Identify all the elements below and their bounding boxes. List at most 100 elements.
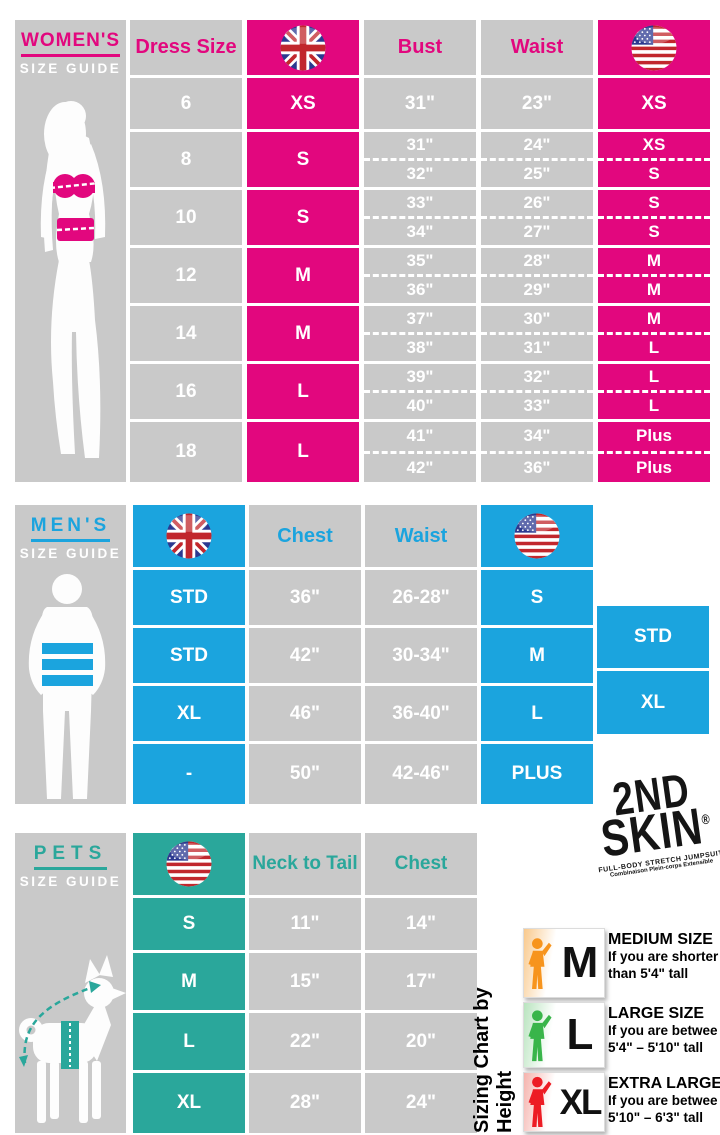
height-card-medium: M — [523, 928, 605, 998]
extra-large-figure-box — [524, 1073, 556, 1131]
us-size-value: M — [598, 274, 710, 303]
waist-cell: 26-28" — [365, 570, 477, 625]
bust-value: 32" — [364, 158, 476, 187]
us-size-cell: PLUS — [481, 744, 593, 804]
us-size-cell: XS — [598, 78, 710, 129]
bust-cell: 31" 32" — [364, 132, 476, 187]
waist-cell: 36-40" — [365, 686, 477, 741]
large-figure-box — [524, 1003, 556, 1067]
waist-cell: 30-34" — [365, 628, 477, 683]
uk-flag-icon — [166, 513, 212, 559]
waist-value: 30" — [523, 309, 551, 328]
us-size-value: Plus — [598, 450, 710, 483]
waist-value: 25" — [481, 158, 593, 187]
size-letter: M — [561, 938, 599, 987]
person-figure-icon — [528, 938, 552, 990]
size-line: If you are betwee — [608, 1093, 718, 1108]
pets-us-flag-cell — [133, 833, 245, 895]
chest-cell: 20" — [365, 1013, 477, 1070]
us-size-value: L — [598, 332, 710, 361]
size-line: 5'4" – 5'10" tall — [608, 1039, 704, 1055]
dress-size-cell: 16 — [130, 364, 242, 419]
waist-value: 33" — [481, 390, 593, 419]
uk-size-cell: L — [247, 422, 359, 482]
pets-sidebar-header: PETS SIZE GUIDE — [15, 833, 126, 889]
bust-cell: 31" — [364, 78, 476, 129]
us-size-cell: XS S — [598, 132, 710, 187]
size-letter: L — [566, 1010, 594, 1059]
size-line: 5'10" – 6'3" tall — [608, 1109, 704, 1125]
uk-flag-icon — [280, 25, 326, 70]
chest-cell: 46" — [249, 686, 361, 741]
size-title: LARGE SIZE — [608, 1005, 705, 1022]
men-uk-flag-cell — [133, 505, 245, 567]
bust-cell: 41" 42" — [364, 422, 476, 482]
chest-cell: 17" — [365, 953, 477, 1010]
bust-cell: 35" 36" — [364, 248, 476, 303]
bust-cell: 37" 38" — [364, 306, 476, 361]
size-line: If you are betwee — [608, 1023, 718, 1038]
us-size-value: S — [648, 193, 660, 212]
us-size-cell: L L — [598, 364, 710, 419]
chest-cell: 36" — [249, 570, 361, 625]
us-size-value: M — [646, 251, 662, 270]
us-size-cell: M M — [598, 248, 710, 303]
size-line: than 5'4" tall — [608, 965, 689, 981]
men-title: MEN'S — [30, 515, 111, 542]
waist-cell: 34" 36" — [481, 422, 593, 482]
uk-size-cell: STD — [133, 570, 245, 625]
uk-size-cell: XS — [247, 78, 359, 129]
men-chest-header: Chest — [249, 505, 361, 567]
us-size-value: S — [598, 216, 710, 245]
us-size-cell: S — [481, 570, 593, 625]
dress-size-cell: 18 — [130, 422, 242, 482]
waist-value: 31" — [481, 332, 593, 361]
men-side-std-cell: STD — [597, 606, 709, 668]
women-sidebar-header: WOMEN'S SIZE GUIDE — [15, 20, 126, 76]
waist-value: 36" — [481, 450, 593, 483]
men-us-flag-cell — [481, 505, 593, 567]
medium-size-text: MEDIUM SIZE If you are shorter than 5'4"… — [608, 931, 720, 983]
us-size-cell: S — [133, 898, 245, 950]
us-flag-icon — [631, 25, 677, 70]
us-size-value: M — [646, 309, 662, 328]
waist-cell: 30" 31" — [481, 306, 593, 361]
bust-value: 39" — [406, 367, 434, 386]
extra-large-size-text: EXTRA LARGE If you are betwee 5'10" – 6'… — [608, 1075, 720, 1127]
uk-size-cell: M — [247, 306, 359, 361]
dog-silhouette — [19, 955, 126, 1123]
size-line: If you are shorter — [608, 949, 719, 964]
pets-title: PETS — [33, 843, 108, 870]
uk-size-cell: L — [247, 364, 359, 419]
women-dress-size-header: Dress Size — [130, 20, 242, 75]
us-size-cell: Plus Plus — [598, 422, 710, 482]
waist-cell: 26" 27" — [481, 190, 593, 245]
2nd-skin-logo: 2ND SKIN® FULL-BODY STRETCH JUMPSUIT Com… — [582, 764, 720, 881]
women-title: WOMEN'S — [20, 30, 121, 57]
waist-value: 32" — [523, 367, 551, 386]
dress-size-cell: 14 — [130, 306, 242, 361]
waist-cell: 28" 29" — [481, 248, 593, 303]
dress-size-cell: 10 — [130, 190, 242, 245]
waist-value: 24" — [523, 135, 551, 154]
us-size-cell: M L — [598, 306, 710, 361]
chest-cell: 14" — [365, 898, 477, 950]
us-size-cell: M — [481, 628, 593, 683]
us-size-cell: L — [481, 686, 593, 741]
height-card-large: L — [523, 1002, 605, 1068]
size-title: EXTRA LARGE — [608, 1075, 720, 1092]
us-size-value: L — [598, 390, 710, 419]
uk-size-cell: XL — [133, 686, 245, 741]
women-uk-flag-cell — [247, 20, 359, 75]
waist-cell: 23" — [481, 78, 593, 129]
bust-value: 41" — [406, 426, 434, 446]
waist-cell: 32" 33" — [481, 364, 593, 419]
chest-cell: 42" — [249, 628, 361, 683]
waist-value: 29" — [481, 274, 593, 303]
bust-value: 31" — [406, 135, 434, 154]
neck-to-tail-cell: 11" — [249, 898, 361, 950]
us-size-value: XS — [642, 135, 666, 154]
registered-mark: ® — [700, 812, 712, 829]
bust-value: 33" — [406, 193, 434, 212]
